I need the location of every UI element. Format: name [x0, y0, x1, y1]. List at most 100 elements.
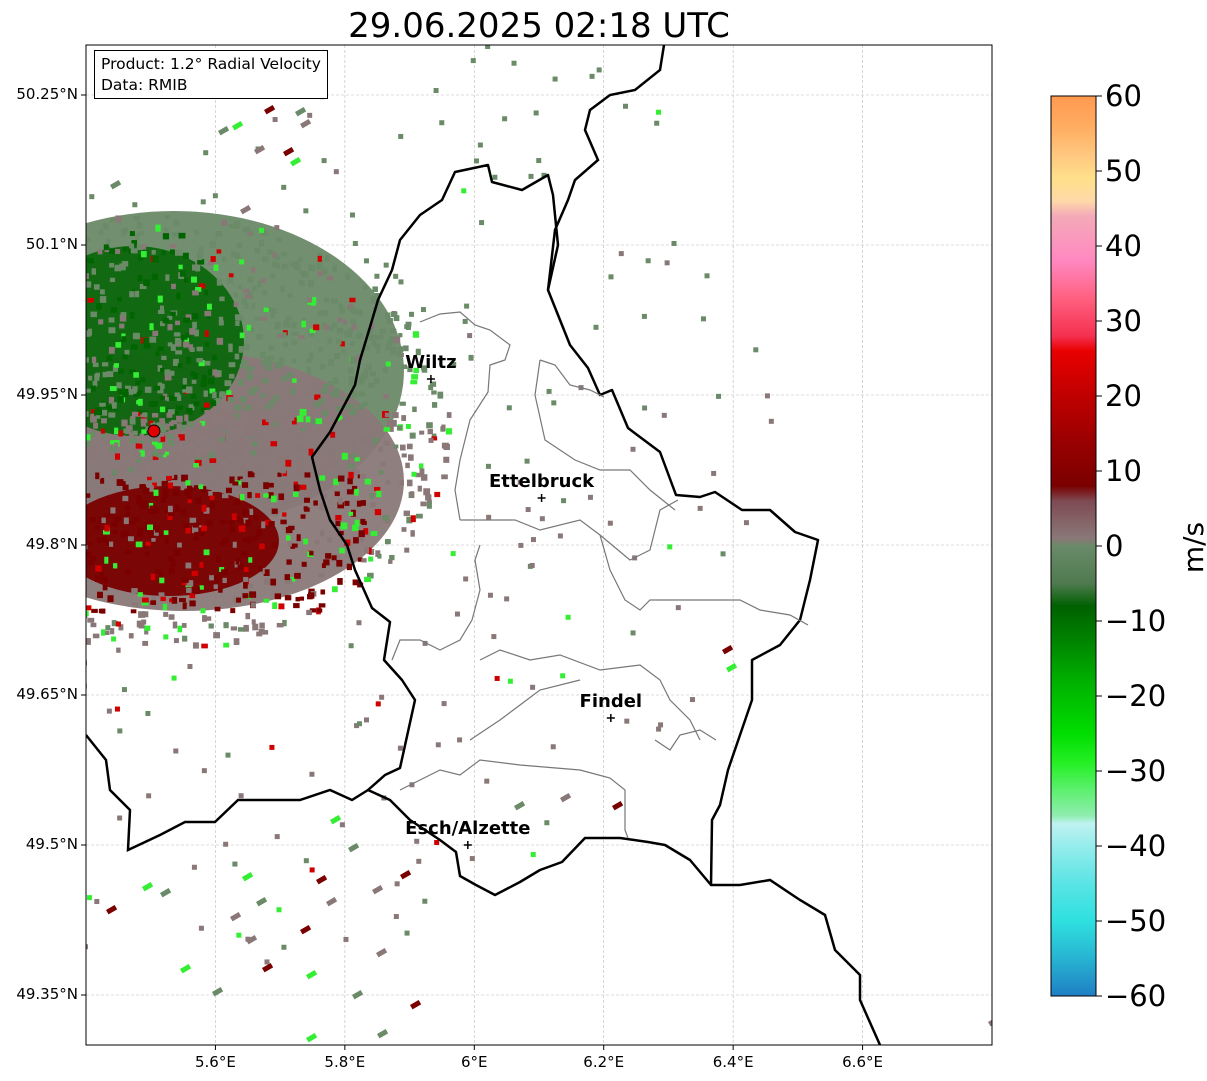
- echo-pixel: [274, 593, 282, 600]
- echo-pixel: [245, 404, 252, 411]
- echo-pixel: [228, 362, 236, 368]
- echo-pixel: [502, 116, 508, 122]
- echo-pixel: [319, 530, 325, 537]
- echo-pixel: [13, 329, 19, 335]
- echo-pixel: [215, 231, 223, 237]
- echo-pixel: [151, 441, 158, 447]
- echo-pixel: [412, 331, 420, 338]
- echo-pixel: [154, 525, 160, 533]
- echo-pixel: [301, 446, 307, 453]
- echo-pixel: [43, 608, 50, 614]
- echo-pixel: [385, 361, 391, 367]
- echo-pixel: [12, 293, 18, 300]
- echo-pixel: [68, 438, 74, 443]
- echo-pixel: [57, 426, 64, 430]
- echo-pixel: [56, 516, 62, 521]
- echo-pixel: [47, 444, 52, 449]
- echo-pixel: [187, 497, 192, 504]
- echo-pixel: [181, 474, 188, 482]
- echo-pixel: [185, 407, 193, 413]
- echo-pixel: [428, 437, 434, 443]
- echo-pixel: [154, 469, 161, 474]
- echo-pixel: [557, 23, 562, 28]
- echo-pixel: [445, 428, 453, 435]
- echo-pixel: [379, 694, 385, 700]
- echo-pixel: [113, 427, 119, 435]
- echo-pixel: [103, 630, 110, 636]
- echo-pixel: [377, 446, 383, 453]
- echo-pixel: [177, 363, 183, 369]
- echo-streak: [410, 1000, 422, 1010]
- echo-pixel: [86, 357, 89, 363]
- echo-pixel: [32, 567, 37, 571]
- echo-pixel: [398, 333, 403, 338]
- echo-pixel: [188, 410, 193, 416]
- echo-pixel: [172, 358, 179, 366]
- echo-pixel: [155, 351, 160, 356]
- echo-pixel: [263, 569, 270, 577]
- echo-pixel: [281, 263, 289, 270]
- echo-pixel: [262, 256, 269, 263]
- echo-pixel: [339, 419, 347, 426]
- echo-pixel: [208, 261, 214, 266]
- echo-pixel: [44, 467, 51, 472]
- echo-pixel: [167, 433, 174, 439]
- echo-pixel: [161, 480, 168, 487]
- echo-pixel: [656, 726, 662, 732]
- echo-pixel: [306, 297, 312, 303]
- echo-pixel: [189, 593, 196, 599]
- echo-pixel: [451, 362, 457, 368]
- echo-pixel: [384, 519, 391, 524]
- echo-pixel: [171, 410, 179, 415]
- echo-pixel: [10, 505, 15, 510]
- echo-pixel: [354, 519, 360, 527]
- city-label-ettelbruck: Ettelbruck: [489, 471, 595, 492]
- echo-pixel: [144, 386, 152, 393]
- echo-pixel: [45, 465, 50, 469]
- echo-pixel: [175, 320, 181, 326]
- echo-pixel: [716, 393, 722, 399]
- echo-pixel: [129, 437, 137, 444]
- echo-pixel: [9, 435, 13, 440]
- echo-pixel: [125, 549, 132, 555]
- echo-pixel: [273, 422, 278, 427]
- echo-pixel: [9, 281, 14, 286]
- echo-pixel: [162, 317, 169, 324]
- colorbar-tick-label: −50: [1105, 904, 1167, 938]
- echo-pixel: [316, 608, 323, 613]
- echo-pixel: [58, 286, 62, 293]
- echo-pixel: [140, 419, 147, 427]
- echo-pixel: [143, 412, 148, 418]
- echo-pixel: [213, 632, 220, 639]
- echo-pixel: [202, 5, 207, 10]
- echo-pixel: [405, 321, 412, 327]
- echo-pixel: [336, 559, 343, 567]
- echo-pixel: [139, 467, 145, 472]
- echo-pixel: [308, 448, 314, 456]
- echo-pixel: [218, 436, 226, 442]
- echo-pixel: [363, 285, 368, 290]
- echo-pixel: [169, 460, 175, 466]
- echo-pixel: [181, 578, 189, 583]
- echo-pixel: [150, 573, 156, 581]
- echo-pixel: [142, 640, 149, 646]
- echo-pixel: [280, 466, 287, 474]
- echo-pixel: [321, 563, 326, 569]
- echo-pixel: [150, 466, 157, 474]
- echo-pixel: [340, 341, 345, 347]
- echo-pixel: [322, 430, 328, 436]
- echo-pixel: [266, 249, 274, 255]
- echo-pixel: [40, 348, 47, 355]
- echo-pixel: [285, 479, 291, 486]
- echo-pixel: [426, 501, 432, 509]
- echo-pixel: [165, 444, 171, 451]
- echo-pixel: [139, 433, 145, 441]
- echo-pixel: [358, 379, 365, 385]
- echo-pixel: [34, 463, 41, 469]
- echo-pixel: [146, 793, 152, 799]
- echo-pixel: [141, 619, 147, 625]
- echo-pixel: [350, 356, 357, 364]
- echo-pixel: [160, 321, 165, 327]
- echo-pixel: [38, 466, 42, 472]
- echo-pixel: [207, 415, 214, 422]
